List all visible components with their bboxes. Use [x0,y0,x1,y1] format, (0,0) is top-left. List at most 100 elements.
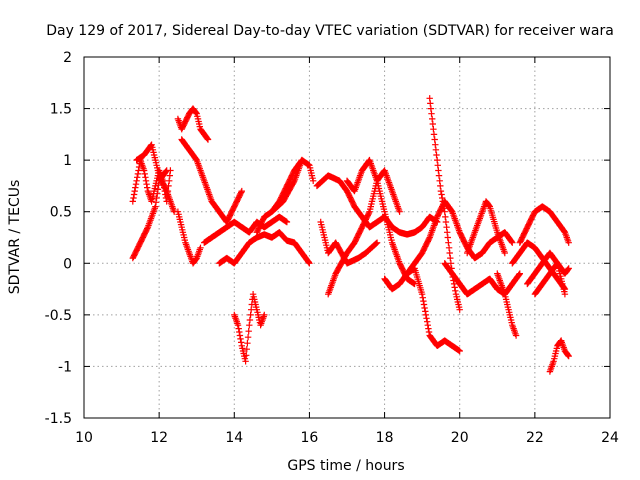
series-s9 [231,291,268,365]
x-tick-label: 14 [225,430,243,446]
data-point [485,202,493,209]
data-point [565,352,572,360]
data-point [132,184,139,191]
plot-frame [83,56,611,419]
data-point [418,291,426,298]
series-s3 [133,141,178,215]
data-point [452,287,459,294]
series-s4 [174,105,212,143]
data-point [245,328,252,335]
series-s16 [381,265,463,355]
data-point [516,270,523,277]
series-s14 [325,167,403,298]
data-point [373,239,381,246]
data-point [428,110,435,117]
data-point [310,177,317,184]
x-tick-label: 10 [75,430,93,446]
y-tick-label: 0.5 [50,205,72,221]
grid [84,57,610,418]
data-point [438,191,445,198]
data-point [564,352,572,359]
series-s12 [313,172,441,238]
data-markers [129,95,572,375]
data-point [445,244,453,251]
series-s7 [201,213,291,246]
data-point [509,239,516,246]
series-s2 [129,167,170,262]
x-tick-label: 12 [150,430,168,446]
x-tick-label: 22 [526,430,544,446]
data-point [238,187,245,195]
axis-ticks: 10 12 14 16 18 20 22 24 -1.5 -1 -0.5 0 0.5 1 1.5 2 [45,50,619,446]
data-point [445,239,452,246]
y-tick-label: 1.5 [50,102,72,118]
series-s8 [216,229,313,267]
data-point [447,260,455,267]
data-point [244,334,252,341]
y-tick-label: 1 [63,153,72,169]
y-axis-label: SDTVAR / TECUs [7,180,23,295]
data-point [425,235,433,242]
x-tick-label: 18 [376,430,394,446]
series-s11 [268,156,306,215]
x-axis-label: GPS time / hours [287,458,404,474]
data-point [501,249,508,257]
data-point [425,328,433,336]
data-point [144,184,151,191]
x-tick-label: 24 [601,430,619,446]
data-point [243,352,250,359]
data-point [134,174,141,181]
series-s20 [464,198,508,257]
data-point [141,170,148,178]
data-point [565,239,572,246]
y-tick-label: -1 [58,359,72,375]
data-point [456,306,463,313]
data-point [290,178,297,186]
data-point [306,260,313,267]
data-point [237,335,244,343]
data-point [443,224,450,231]
data-point [144,225,151,232]
data-point [163,167,170,174]
y-tick-label: 2 [63,50,72,66]
series-s26 [531,260,569,298]
data-point [162,168,170,175]
data-point [565,265,572,272]
data-point [442,218,450,226]
chart-title: Day 129 of 2017, Sidereal Day-to-day VTE… [46,23,614,39]
data-point [298,156,306,164]
data-point [204,136,212,143]
data-point [421,304,428,312]
y-tick-label: -0.5 [45,308,72,324]
data-point [246,316,254,324]
series-s25 [546,337,572,375]
series-s24 [524,249,572,288]
data-point [564,266,572,273]
series-s6 [178,136,245,226]
data-point [430,131,438,138]
y-tick-label: 0 [63,256,72,272]
data-point [153,194,160,202]
data-point [162,186,170,193]
y-tick-label: -1.5 [45,411,72,427]
data-point [197,244,204,251]
x-tick-label: 16 [301,430,319,446]
series-s19 [441,260,523,298]
data-point [433,151,440,159]
data-point [234,322,242,329]
data-point [435,172,443,179]
data-point [129,198,136,205]
data-point [396,208,403,215]
data-point [261,311,268,319]
data-point [561,291,569,298]
series-s23 [516,203,572,246]
data-point [512,332,520,339]
series-s21 [494,270,520,339]
data-point [437,187,445,195]
data-point [456,347,463,355]
series-s5 [174,208,204,267]
data-point [243,346,250,353]
series-s15 [343,156,418,288]
data-point [244,340,251,347]
